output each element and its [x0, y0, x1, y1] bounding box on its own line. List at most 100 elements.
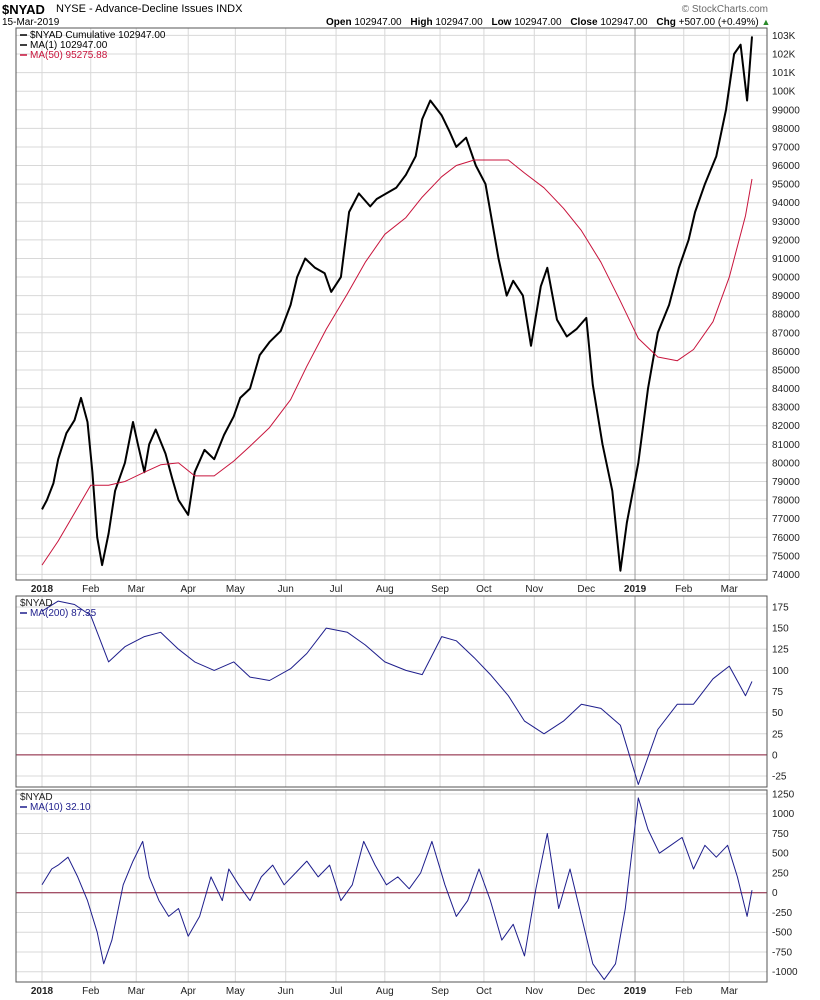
y-tick-label: 89000 [772, 291, 800, 302]
y-tick-label: -750 [772, 947, 792, 958]
y-tick-label: -25 [772, 772, 787, 783]
series-line-ma10-0 [41, 797, 753, 981]
y-tick-label: 101K [772, 68, 796, 79]
y-tick-label: 78000 [772, 496, 800, 507]
y-tick-label: 74000 [772, 570, 800, 581]
x-tick-label: Jun [278, 986, 294, 997]
x-tick-label: 2018 [31, 986, 54, 997]
y-tick-label: 100K [772, 87, 796, 98]
legend-entry: MA(200) 87.35 [30, 608, 97, 619]
ohlc-readout: Open 102947.00 High 102947.00 Low 102947… [320, 17, 770, 28]
x-tick-label: Oct [476, 986, 492, 997]
date: 15-Mar-2019 [2, 17, 60, 28]
x-tick-label: Jun [278, 584, 294, 595]
x-tick-label: Feb [82, 584, 100, 595]
y-tick-label: 500 [772, 849, 789, 860]
x-tick-label: Apr [180, 584, 196, 595]
y-tick-label: 98000 [772, 124, 800, 135]
open-label: Open [326, 17, 352, 28]
y-tick-label: 79000 [772, 477, 800, 488]
y-tick-label: 80000 [772, 458, 800, 469]
x-tick-label: 2019 [624, 986, 647, 997]
x-tick-label: Mar [721, 986, 739, 997]
y-tick-label: -1000 [772, 967, 798, 978]
y-tick-label: 94000 [772, 198, 800, 209]
y-tick-label: 75 [772, 687, 784, 698]
y-tick-label: 0 [772, 888, 778, 899]
x-tick-label: Feb [675, 986, 693, 997]
series-line-main-0 [41, 36, 753, 572]
x-tick-label: Dec [577, 986, 595, 997]
y-tick-label: 93000 [772, 217, 800, 228]
y-tick-label: 150 [772, 624, 789, 635]
symbol: $NYAD [2, 2, 45, 17]
x-tick-label: Jul [330, 986, 343, 997]
y-tick-label: 91000 [772, 254, 800, 265]
x-tick-label: Aug [376, 584, 394, 595]
x-tick-label: May [226, 986, 245, 997]
chg-value: +507.00 (+0.49%) [678, 17, 759, 28]
y-tick-label: 88000 [772, 310, 800, 321]
y-tick-label: 97000 [772, 142, 800, 153]
legend-entry: MA(50) 95275.88 [30, 50, 108, 61]
panel-frame [15, 27, 768, 581]
panel-frame [15, 595, 768, 788]
chg-label: Chg [656, 17, 676, 28]
y-tick-label: 102K [772, 50, 796, 61]
y-tick-label: 82000 [772, 421, 800, 432]
x-tick-label: 2018 [31, 584, 54, 595]
y-tick-label: 750 [772, 829, 789, 840]
y-tick-label: 77000 [772, 514, 800, 525]
x-tick-label: Jul [330, 584, 343, 595]
y-tick-label: 0 [772, 750, 778, 761]
y-tick-label: 76000 [772, 533, 800, 544]
x-tick-label: Mar [721, 584, 739, 595]
y-tick-label: 50 [772, 708, 784, 719]
y-tick-label: 92000 [772, 235, 800, 246]
legend-entry: MA(10) 32.10 [30, 802, 91, 813]
panel-frame [15, 789, 768, 983]
x-tick-label: Sep [431, 584, 449, 595]
legend-entry: MA(1) 102947.00 [30, 40, 108, 51]
up-triangle-icon: ▲ [761, 17, 771, 27]
y-tick-label: 99000 [772, 105, 800, 116]
x-tick-label: May [226, 584, 245, 595]
x-tick-label: Mar [128, 584, 146, 595]
y-tick-label: -500 [772, 928, 792, 939]
x-tick-label: Feb [82, 986, 100, 997]
panel-ma10: 1250 1000 750 500 250 0 -250 -500 -750 -1000 $NYAD… [15, 789, 798, 997]
x-tick-label: Aug [376, 986, 394, 997]
y-tick-label: 1000 [772, 809, 795, 820]
high-label: High [410, 17, 433, 28]
y-tick-label: 103K [772, 31, 796, 42]
y-tick-label: 96000 [772, 161, 800, 172]
open-value: 102947.00 [354, 17, 402, 28]
y-tick-label: -250 [772, 908, 792, 919]
y-tick-label: 85000 [772, 365, 800, 376]
low-label: Low [491, 17, 512, 28]
x-tick-label: Apr [180, 986, 196, 997]
y-tick-label: 95000 [772, 180, 800, 191]
y-tick-label: 250 [772, 868, 789, 879]
y-tick-label: 1250 [772, 789, 795, 800]
x-tick-label: Oct [476, 584, 492, 595]
y-tick-label: 100 [772, 666, 789, 677]
legend-entry: $NYAD [20, 598, 53, 609]
series-line-ma200-0 [41, 600, 753, 785]
y-tick-label: 81000 [772, 440, 800, 451]
series-line-main-1 [41, 159, 753, 566]
x-tick-label: Sep [431, 986, 449, 997]
x-tick-label: 2019 [624, 584, 647, 595]
y-tick-label: 175 [772, 602, 789, 613]
low-value: 102947.00 [514, 17, 562, 28]
legend-entry: $NYAD Cumulative 102947.00 [30, 30, 166, 41]
x-tick-label: Nov [525, 584, 543, 595]
y-tick-label: 75000 [772, 551, 800, 562]
y-tick-label: 25 [772, 729, 784, 740]
y-tick-label: 86000 [772, 347, 800, 358]
high-value: 102947.00 [435, 17, 483, 28]
x-tick-label: Dec [577, 584, 595, 595]
y-tick-label: 125 [772, 645, 789, 656]
